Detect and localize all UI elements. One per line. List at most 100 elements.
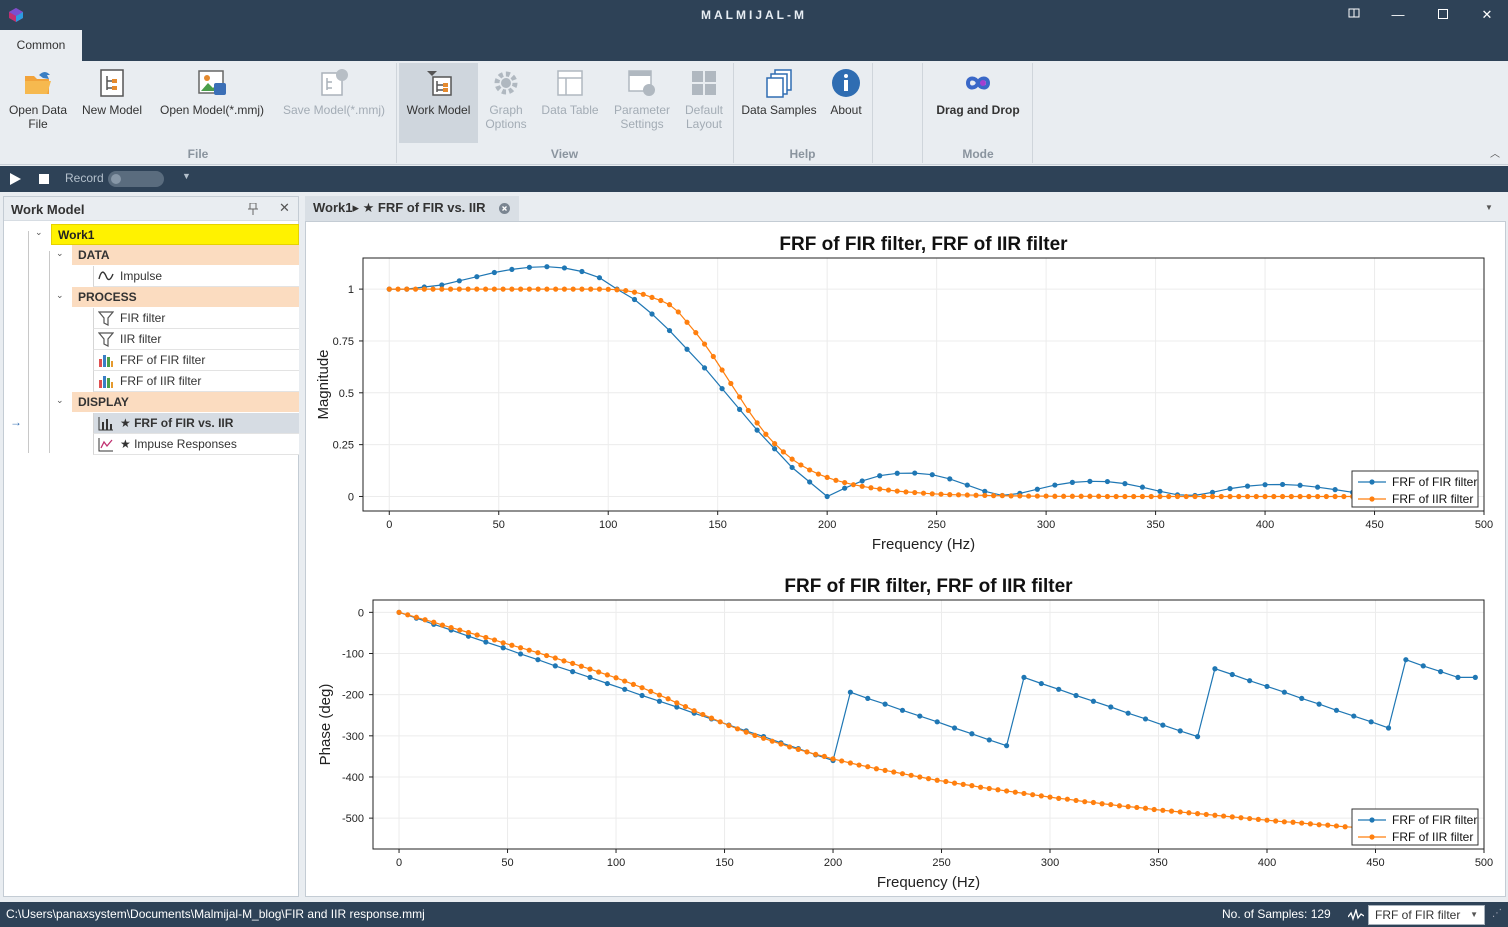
close-tab-icon[interactable] [499, 203, 510, 214]
collapse-ribbon-button[interactable]: ︿ [1490, 149, 1500, 160]
series-selector[interactable]: FRF of FIR filter ▼ [1368, 905, 1485, 925]
close-button[interactable]: ✕ [1481, 7, 1493, 22]
new-model-button[interactable]: New Model [78, 63, 146, 143]
stop-icon[interactable] [39, 174, 49, 184]
data-point [842, 485, 848, 491]
tab-frf-fir-vs-iir[interactable]: Work1▸ ★ FRF of FIR vs. IIR [305, 196, 519, 221]
tree-item-frf-fir-vs-iir[interactable]: ★ FRF of FIR vs. IIR [93, 413, 299, 434]
about-button[interactable]: About [824, 63, 868, 143]
x-tick-label: 0 [396, 857, 402, 869]
y-tick-label: 0.5 [339, 388, 354, 400]
save-model-button[interactable]: Save Model(*.mmj) [276, 63, 392, 143]
expand-display-icon[interactable]: ⌄ [56, 395, 64, 405]
expand-data-icon[interactable]: ⌄ [56, 248, 64, 258]
legend-label: FRF of FIR filter [1392, 475, 1477, 489]
restore-layout-button[interactable] [1343, 4, 1365, 26]
data-point [1142, 716, 1149, 722]
data-point [1064, 796, 1070, 802]
data-point [535, 650, 541, 656]
graph-options-button[interactable]: Graph Options [480, 63, 532, 143]
data-point [847, 760, 853, 766]
data-point [859, 478, 865, 484]
data-point [1212, 666, 1218, 672]
tree-item-work1[interactable]: Work1 [51, 224, 299, 245]
pin-icon[interactable] [248, 203, 258, 215]
tree-item-process[interactable]: PROCESS [72, 287, 299, 308]
data-point [1096, 493, 1102, 499]
minimize-button[interactable]: — [1391, 7, 1405, 22]
record-dropdown-icon[interactable]: ▼ [182, 171, 191, 181]
data-point [964, 492, 970, 498]
data-point [656, 698, 663, 704]
data-point [1227, 486, 1233, 492]
chart-title: FRF of FIR filter, FRF of IIR filter [779, 234, 1068, 255]
data-point [1227, 493, 1233, 500]
y-axis-label: Magnitude [315, 349, 332, 419]
data-point [719, 386, 725, 392]
tree-item-impulse-responses[interactable]: ★ Impuse Responses [93, 434, 299, 455]
tree-item-impulse[interactable]: Impulse [93, 266, 299, 287]
data-point [986, 737, 992, 743]
data-point [1325, 822, 1331, 828]
data-samples-button[interactable]: Data Samples [737, 63, 821, 143]
data-point [1221, 813, 1227, 819]
play-icon[interactable] [10, 173, 21, 185]
tree-item-display[interactable]: DISPLAY [72, 392, 299, 413]
data-point [552, 655, 558, 661]
x-tick-label: 50 [501, 857, 513, 869]
data-point [912, 489, 918, 496]
data-point [1177, 809, 1183, 815]
data-point [1122, 481, 1128, 487]
tree-item-data[interactable]: DATA [72, 245, 299, 266]
data-point [1186, 810, 1192, 816]
tree-item-frf-fir[interactable]: FRF of FIR filter [93, 350, 299, 371]
data-point [865, 695, 871, 701]
data-point [570, 669, 576, 675]
drag-and-drop-button[interactable]: Drag and Drop [926, 63, 1030, 143]
data-point [526, 264, 532, 270]
tree-item-fir-filter[interactable]: FIR filter [93, 308, 299, 329]
data-point [1271, 493, 1277, 500]
x-tick-label: 350 [1149, 857, 1167, 869]
parameter-settings-button[interactable]: Parameter Settings [608, 63, 676, 143]
group-label-file: File [187, 147, 209, 161]
data-point [743, 729, 749, 735]
data-point [1108, 704, 1114, 710]
maximize-button[interactable] [1432, 4, 1454, 26]
legend-label: FRF of IIR filter [1392, 492, 1473, 506]
y-tick-label: 0.75 [333, 336, 354, 348]
data-point [666, 327, 673, 334]
tree-item-iir-filter[interactable]: IIR filter [93, 329, 299, 350]
resize-grip-icon[interactable]: ⋰ [1492, 908, 1502, 919]
x-tick-label: 150 [715, 857, 733, 869]
data-point [1108, 801, 1114, 808]
tree-item-frf-iir[interactable]: FRF of IIR filter [93, 371, 299, 392]
open-model-button[interactable]: Open Model(*.mmj) [152, 63, 272, 143]
title-bar: MALMIJAL-M — ✕ [0, 0, 1508, 30]
data-point [421, 286, 427, 292]
close-panel-icon[interactable]: ✕ [279, 200, 290, 215]
data-table-button[interactable]: Data Table [536, 63, 604, 143]
data-point [1332, 493, 1338, 500]
x-tick-label: 250 [932, 857, 950, 869]
expand-process-icon[interactable]: ⌄ [56, 290, 64, 300]
data-point [934, 777, 940, 783]
data-point [1281, 819, 1287, 825]
open-data-file-button[interactable]: Open Data File [4, 63, 72, 143]
work-model-button[interactable]: Work Model [399, 63, 478, 143]
data-point [1125, 804, 1131, 810]
expand-work1-icon[interactable]: ⌄ [35, 227, 43, 237]
data-point [656, 692, 663, 698]
data-point [1073, 797, 1079, 804]
data-point [1139, 493, 1146, 500]
data-point [1323, 493, 1329, 500]
tab-common[interactable]: Common [0, 30, 82, 61]
record-toggle[interactable] [108, 171, 164, 187]
layout-grid-icon [692, 71, 716, 95]
data-point [684, 319, 690, 325]
tab-list-dropdown-icon[interactable]: ▼ [1485, 203, 1493, 212]
default-layout-button[interactable]: Default Layout [678, 63, 730, 143]
data-point [1403, 657, 1409, 663]
data-point [1090, 698, 1097, 704]
data-point [1122, 493, 1128, 500]
